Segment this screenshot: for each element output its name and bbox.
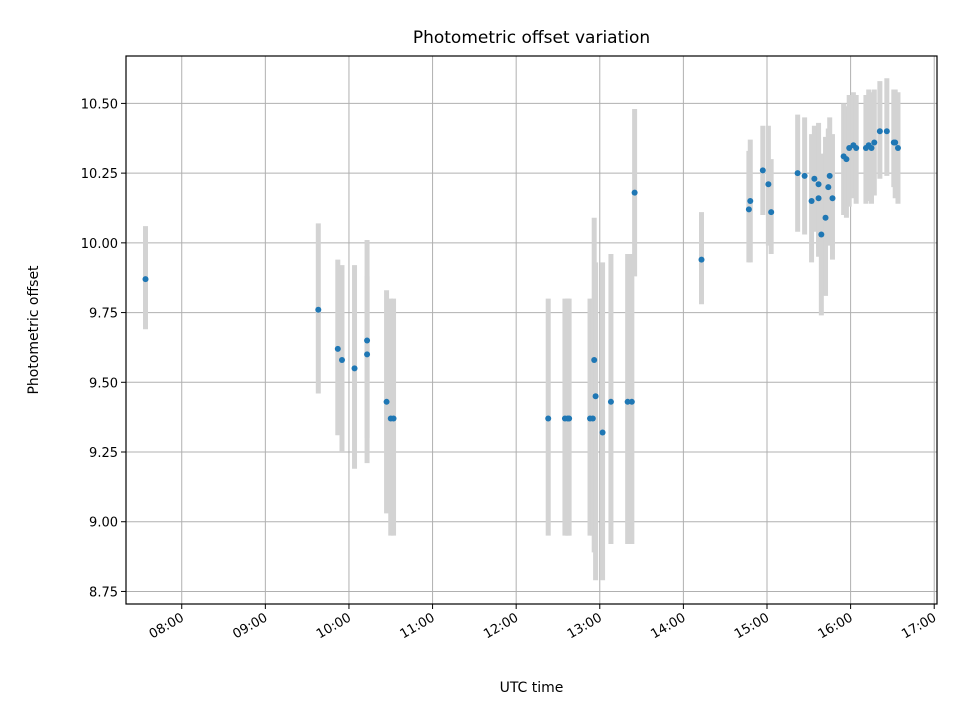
data-point (815, 181, 822, 188)
data-point (818, 231, 825, 238)
x-axis-label: UTC time (500, 680, 564, 696)
data-point (808, 198, 815, 205)
y-tick-label: 9.00 (89, 516, 118, 531)
y-tick-label: 8.75 (89, 585, 118, 600)
y-tick-label: 10.25 (81, 167, 118, 182)
y-axis-ticks: 8.75 9.00 9.25 9.50 9.75 10.00 10.25 10.50 (81, 97, 126, 600)
data-point (843, 156, 850, 163)
data-point (599, 429, 606, 436)
data-point (892, 139, 899, 146)
data-point (871, 139, 878, 146)
data-point (589, 415, 596, 422)
data-point (383, 398, 390, 405)
data-point (883, 128, 890, 135)
data-point (566, 415, 573, 422)
data-point (825, 184, 832, 191)
data-point (826, 172, 833, 179)
data-points (142, 128, 901, 436)
data-point (853, 145, 860, 152)
data-point (545, 415, 552, 422)
data-point (815, 195, 822, 202)
y-tick-label: 9.50 (89, 376, 118, 391)
data-point (759, 167, 766, 174)
data-point (631, 189, 638, 196)
data-point (364, 351, 371, 358)
chart-title: Photometric offset variation (413, 28, 650, 48)
plot-frame (125, 55, 938, 605)
data-point (607, 398, 614, 405)
data-point (747, 198, 754, 205)
data-point (868, 145, 875, 152)
y-axis-label: Photometric offset (26, 265, 42, 395)
data-point (591, 356, 598, 363)
data-point (628, 398, 635, 405)
data-point (624, 398, 631, 405)
data-point (745, 206, 752, 213)
data-point (698, 256, 705, 263)
data-point (390, 415, 397, 422)
data-point (338, 356, 345, 363)
data-point (876, 128, 883, 135)
y-tick-label: 10.50 (81, 97, 118, 112)
data-point (811, 175, 818, 182)
data-point (794, 170, 801, 177)
data-point (334, 345, 341, 352)
y-tick-label: 9.75 (89, 307, 118, 322)
y-tick-label: 10.00 (81, 237, 118, 252)
data-point (822, 214, 829, 221)
y-tick-label: 9.25 (89, 446, 118, 461)
data-point (894, 145, 901, 152)
data-point (768, 209, 775, 216)
data-point (315, 306, 322, 313)
grid (126, 56, 937, 604)
data-point (765, 181, 772, 188)
data-point (142, 276, 149, 283)
data-point (364, 337, 371, 344)
data-point (592, 393, 599, 400)
data-point (351, 365, 358, 372)
data-point (829, 195, 836, 202)
data-point (801, 172, 808, 179)
